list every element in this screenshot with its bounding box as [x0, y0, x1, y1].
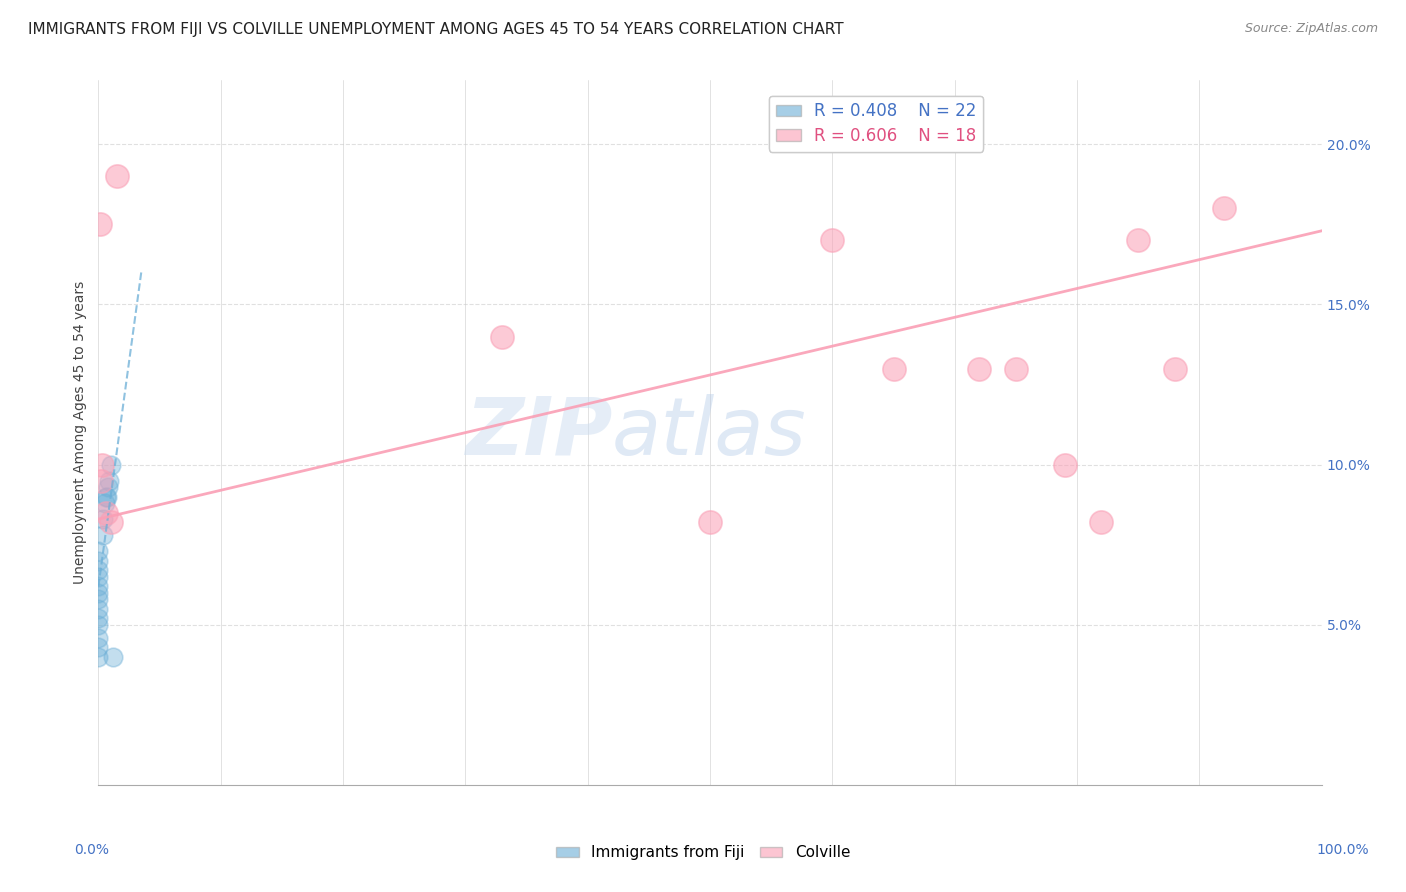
- Legend: Immigrants from Fiji, Colville: Immigrants from Fiji, Colville: [550, 839, 856, 866]
- Point: [100, 516, 122, 530]
- Point: [87, 570, 110, 584]
- Y-axis label: Unemployment Among Ages 45 to 54 years: Unemployment Among Ages 45 to 54 years: [73, 281, 87, 584]
- Point: [87, 563, 110, 577]
- Text: ZIP: ZIP: [465, 393, 612, 472]
- Point: [87, 617, 110, 632]
- Point: [1128, 234, 1150, 248]
- Point: [91, 458, 114, 472]
- Point: [91, 512, 114, 526]
- Point: [87, 544, 110, 558]
- Point: [97, 480, 120, 494]
- Point: [89, 218, 111, 232]
- Point: [87, 592, 110, 607]
- Point: [87, 640, 110, 655]
- Point: [491, 329, 513, 343]
- Point: [94, 490, 117, 504]
- Point: [87, 586, 110, 600]
- Point: [87, 554, 110, 568]
- Text: IMMIGRANTS FROM FIJI VS COLVILLE UNEMPLOYMENT AMONG AGES 45 TO 54 YEARS CORRELAT: IMMIGRANTS FROM FIJI VS COLVILLE UNEMPLO…: [28, 22, 844, 37]
- Text: atlas: atlas: [612, 393, 807, 472]
- Point: [98, 474, 121, 488]
- Point: [91, 528, 114, 542]
- Point: [101, 649, 124, 664]
- Legend: R = 0.408    N = 22, R = 0.606    N = 18: R = 0.408 N = 22, R = 0.606 N = 18: [769, 95, 983, 152]
- Point: [1004, 361, 1026, 376]
- Point: [1053, 458, 1076, 472]
- Text: 0.0%: 0.0%: [75, 843, 108, 857]
- Point: [883, 361, 905, 376]
- Point: [967, 361, 990, 376]
- Point: [100, 458, 122, 472]
- Text: 100.0%: 100.0%: [1316, 843, 1369, 857]
- Point: [96, 490, 118, 504]
- Point: [87, 579, 110, 593]
- Point: [1164, 361, 1187, 376]
- Text: Source: ZipAtlas.com: Source: ZipAtlas.com: [1244, 22, 1378, 36]
- Point: [821, 234, 844, 248]
- Point: [105, 169, 128, 184]
- Point: [93, 496, 115, 510]
- Point: [1090, 516, 1112, 530]
- Point: [87, 611, 110, 625]
- Point: [1212, 202, 1234, 216]
- Point: [699, 516, 721, 530]
- Point: [94, 506, 117, 520]
- Point: [920, 105, 942, 120]
- Point: [87, 631, 110, 645]
- Point: [90, 474, 112, 488]
- Point: [87, 601, 110, 615]
- Point: [87, 649, 110, 664]
